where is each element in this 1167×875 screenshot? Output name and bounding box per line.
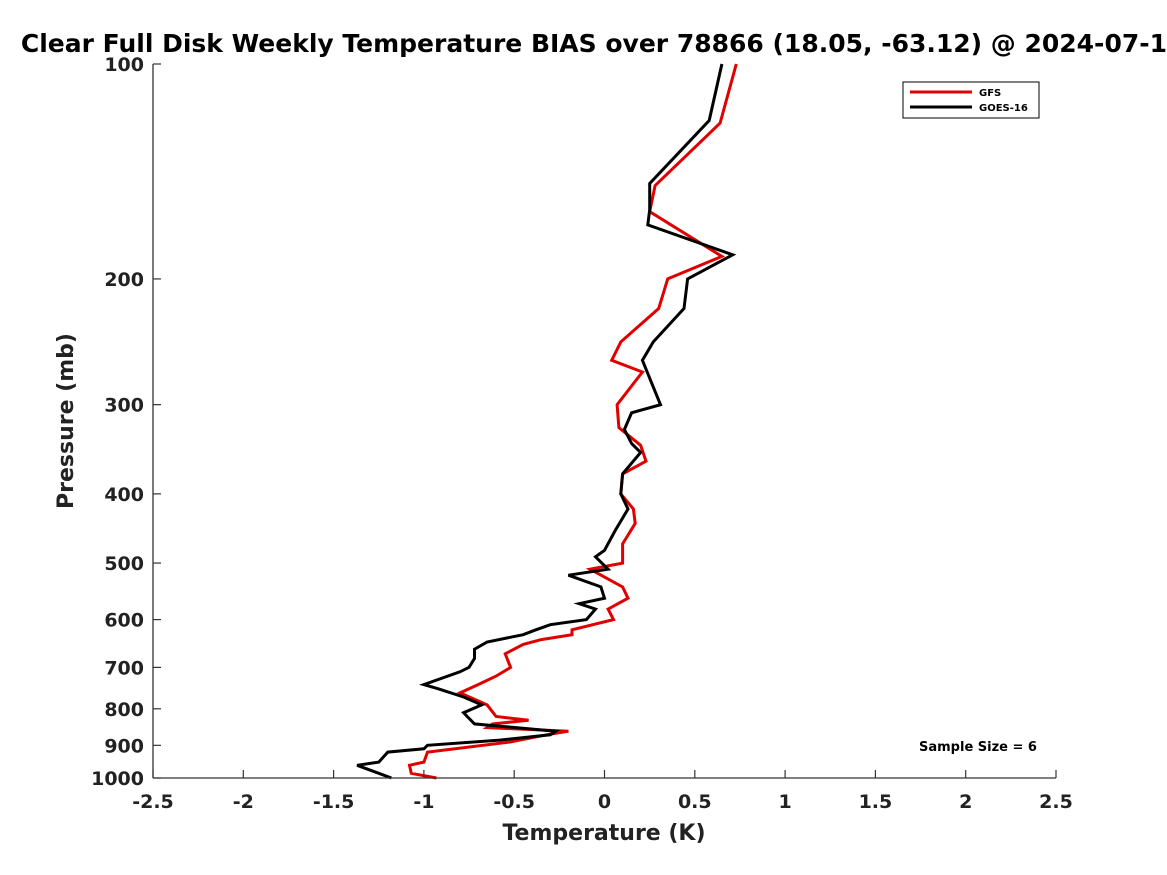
x-tick-label: -1 bbox=[413, 791, 434, 813]
legend-label-gfs: GFS bbox=[979, 88, 1001, 99]
plot-area bbox=[152, 63, 1056, 780]
x-tick-label: 2 bbox=[959, 791, 972, 813]
sample-size-annotation: Sample Size = 6 bbox=[919, 740, 1037, 755]
x-tick-label: -0.5 bbox=[493, 791, 535, 813]
y-tick-label: 100 bbox=[104, 54, 144, 76]
y-tick-label: 1000 bbox=[91, 768, 144, 790]
series-line-goes-16 bbox=[356, 63, 737, 780]
y-tick-label: 700 bbox=[104, 657, 144, 679]
x-axis-label: Temperature (K) bbox=[502, 821, 705, 846]
y-axis-label: Pressure (mb) bbox=[54, 333, 79, 509]
y-tick-label: 900 bbox=[104, 735, 144, 757]
y-tick-label: 300 bbox=[104, 395, 144, 417]
legend-label-goes-16: GOES-16 bbox=[979, 103, 1028, 114]
y-tick-label: 500 bbox=[104, 553, 144, 575]
chart-title: Clear Full Disk Weekly Temperature BIAS … bbox=[21, 29, 1167, 58]
legend: GFS GOES-16 bbox=[902, 81, 1040, 119]
y-tick-label: 200 bbox=[104, 269, 144, 291]
x-tick-label: 2.5 bbox=[1039, 791, 1073, 813]
x-tick-label: -2 bbox=[233, 791, 254, 813]
y-axis-ticks: 100 200 300 400 500 600 700 800 900 1000 bbox=[91, 54, 161, 790]
y-tick-label: 400 bbox=[104, 484, 144, 506]
legend-box bbox=[902, 81, 1040, 119]
x-tick-label: 0 bbox=[598, 791, 611, 813]
x-tick-label: 0.5 bbox=[678, 791, 712, 813]
x-tick-label: 1.5 bbox=[859, 791, 893, 813]
x-tick-label: -2.5 bbox=[132, 791, 174, 813]
y-tick-label: 600 bbox=[104, 610, 144, 632]
x-tick-label: 1 bbox=[778, 791, 791, 813]
plot-background bbox=[153, 64, 1056, 778]
series-layer bbox=[356, 63, 738, 780]
x-tick-label: -1.5 bbox=[313, 791, 355, 813]
y-tick-label: 800 bbox=[104, 699, 144, 721]
x-axis-ticks: -2.5 -2 -1.5 -1 -0.5 0 0.5 1 1.5 2 2.5 bbox=[132, 770, 1073, 813]
